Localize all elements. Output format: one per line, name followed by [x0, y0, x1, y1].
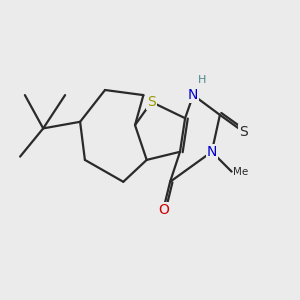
Text: N: N — [207, 145, 217, 159]
Text: N: N — [188, 88, 198, 102]
Text: H: H — [198, 75, 207, 85]
Text: S: S — [239, 125, 248, 139]
Text: O: O — [158, 203, 169, 217]
Text: Me: Me — [233, 167, 248, 177]
Text: S: S — [147, 95, 156, 109]
